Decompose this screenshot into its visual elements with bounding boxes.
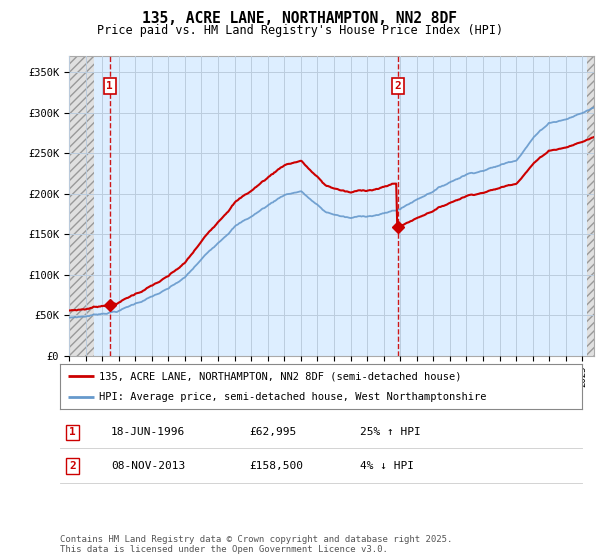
Text: 2: 2 (394, 81, 401, 91)
Text: HPI: Average price, semi-detached house, West Northamptonshire: HPI: Average price, semi-detached house,… (99, 391, 487, 402)
Text: Contains HM Land Registry data © Crown copyright and database right 2025.
This d: Contains HM Land Registry data © Crown c… (60, 535, 452, 554)
Text: 135, ACRE LANE, NORTHAMPTON, NN2 8DF (semi-detached house): 135, ACRE LANE, NORTHAMPTON, NN2 8DF (se… (99, 371, 461, 381)
Text: 18-JUN-1996: 18-JUN-1996 (111, 427, 185, 437)
Text: 2: 2 (69, 461, 76, 471)
Text: 1: 1 (106, 81, 113, 91)
Text: £158,500: £158,500 (249, 461, 303, 471)
Text: Price paid vs. HM Land Registry's House Price Index (HPI): Price paid vs. HM Land Registry's House … (97, 24, 503, 36)
Bar (69, 56, 94, 356)
Text: 135, ACRE LANE, NORTHAMPTON, NN2 8DF: 135, ACRE LANE, NORTHAMPTON, NN2 8DF (143, 11, 458, 26)
Bar (587, 56, 594, 356)
Text: 4% ↓ HPI: 4% ↓ HPI (360, 461, 414, 471)
Text: 1: 1 (69, 427, 76, 437)
Text: 08-NOV-2013: 08-NOV-2013 (111, 461, 185, 471)
Text: £62,995: £62,995 (249, 427, 296, 437)
Text: 25% ↑ HPI: 25% ↑ HPI (360, 427, 421, 437)
